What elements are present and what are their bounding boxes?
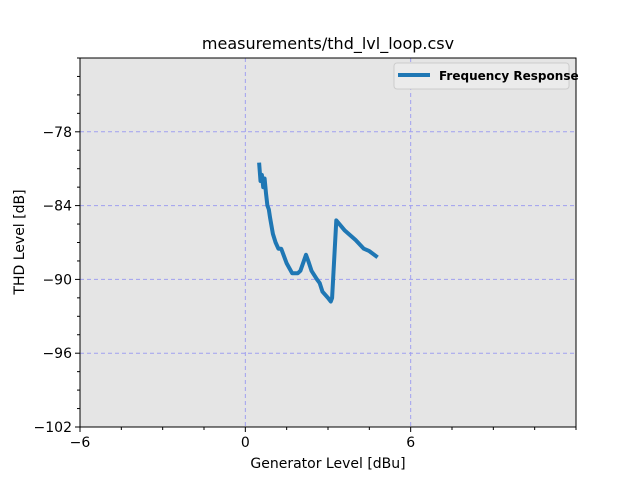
series-line	[257, 162, 379, 304]
plot-area-background	[80, 58, 576, 427]
legend-box	[393, 62, 570, 90]
legend: Frequency Response	[393, 62, 579, 90]
x-tick-label: 0	[241, 435, 250, 451]
x-axis-label: Generator Level [dBu]	[250, 456, 405, 472]
tick-layer: −6 0 6 −102 −96 −90 −84 −78	[34, 57, 577, 451]
y-tick-label: −90	[42, 272, 72, 288]
series-layer	[257, 162, 379, 304]
legend-label: Frequency Response	[439, 69, 579, 83]
x-tick-label: 6	[406, 435, 415, 451]
y-tick-label: −78	[42, 125, 72, 141]
y-axis-label: THD Level [dB]	[12, 189, 28, 295]
y-tick-label: −102	[34, 420, 72, 436]
chart-title: measurements/thd_lvl_loop.csv	[202, 34, 454, 54]
y-tick-label: −84	[42, 199, 72, 215]
y-tick-label: −96	[42, 346, 72, 362]
x-tick-label: −6	[70, 435, 91, 451]
